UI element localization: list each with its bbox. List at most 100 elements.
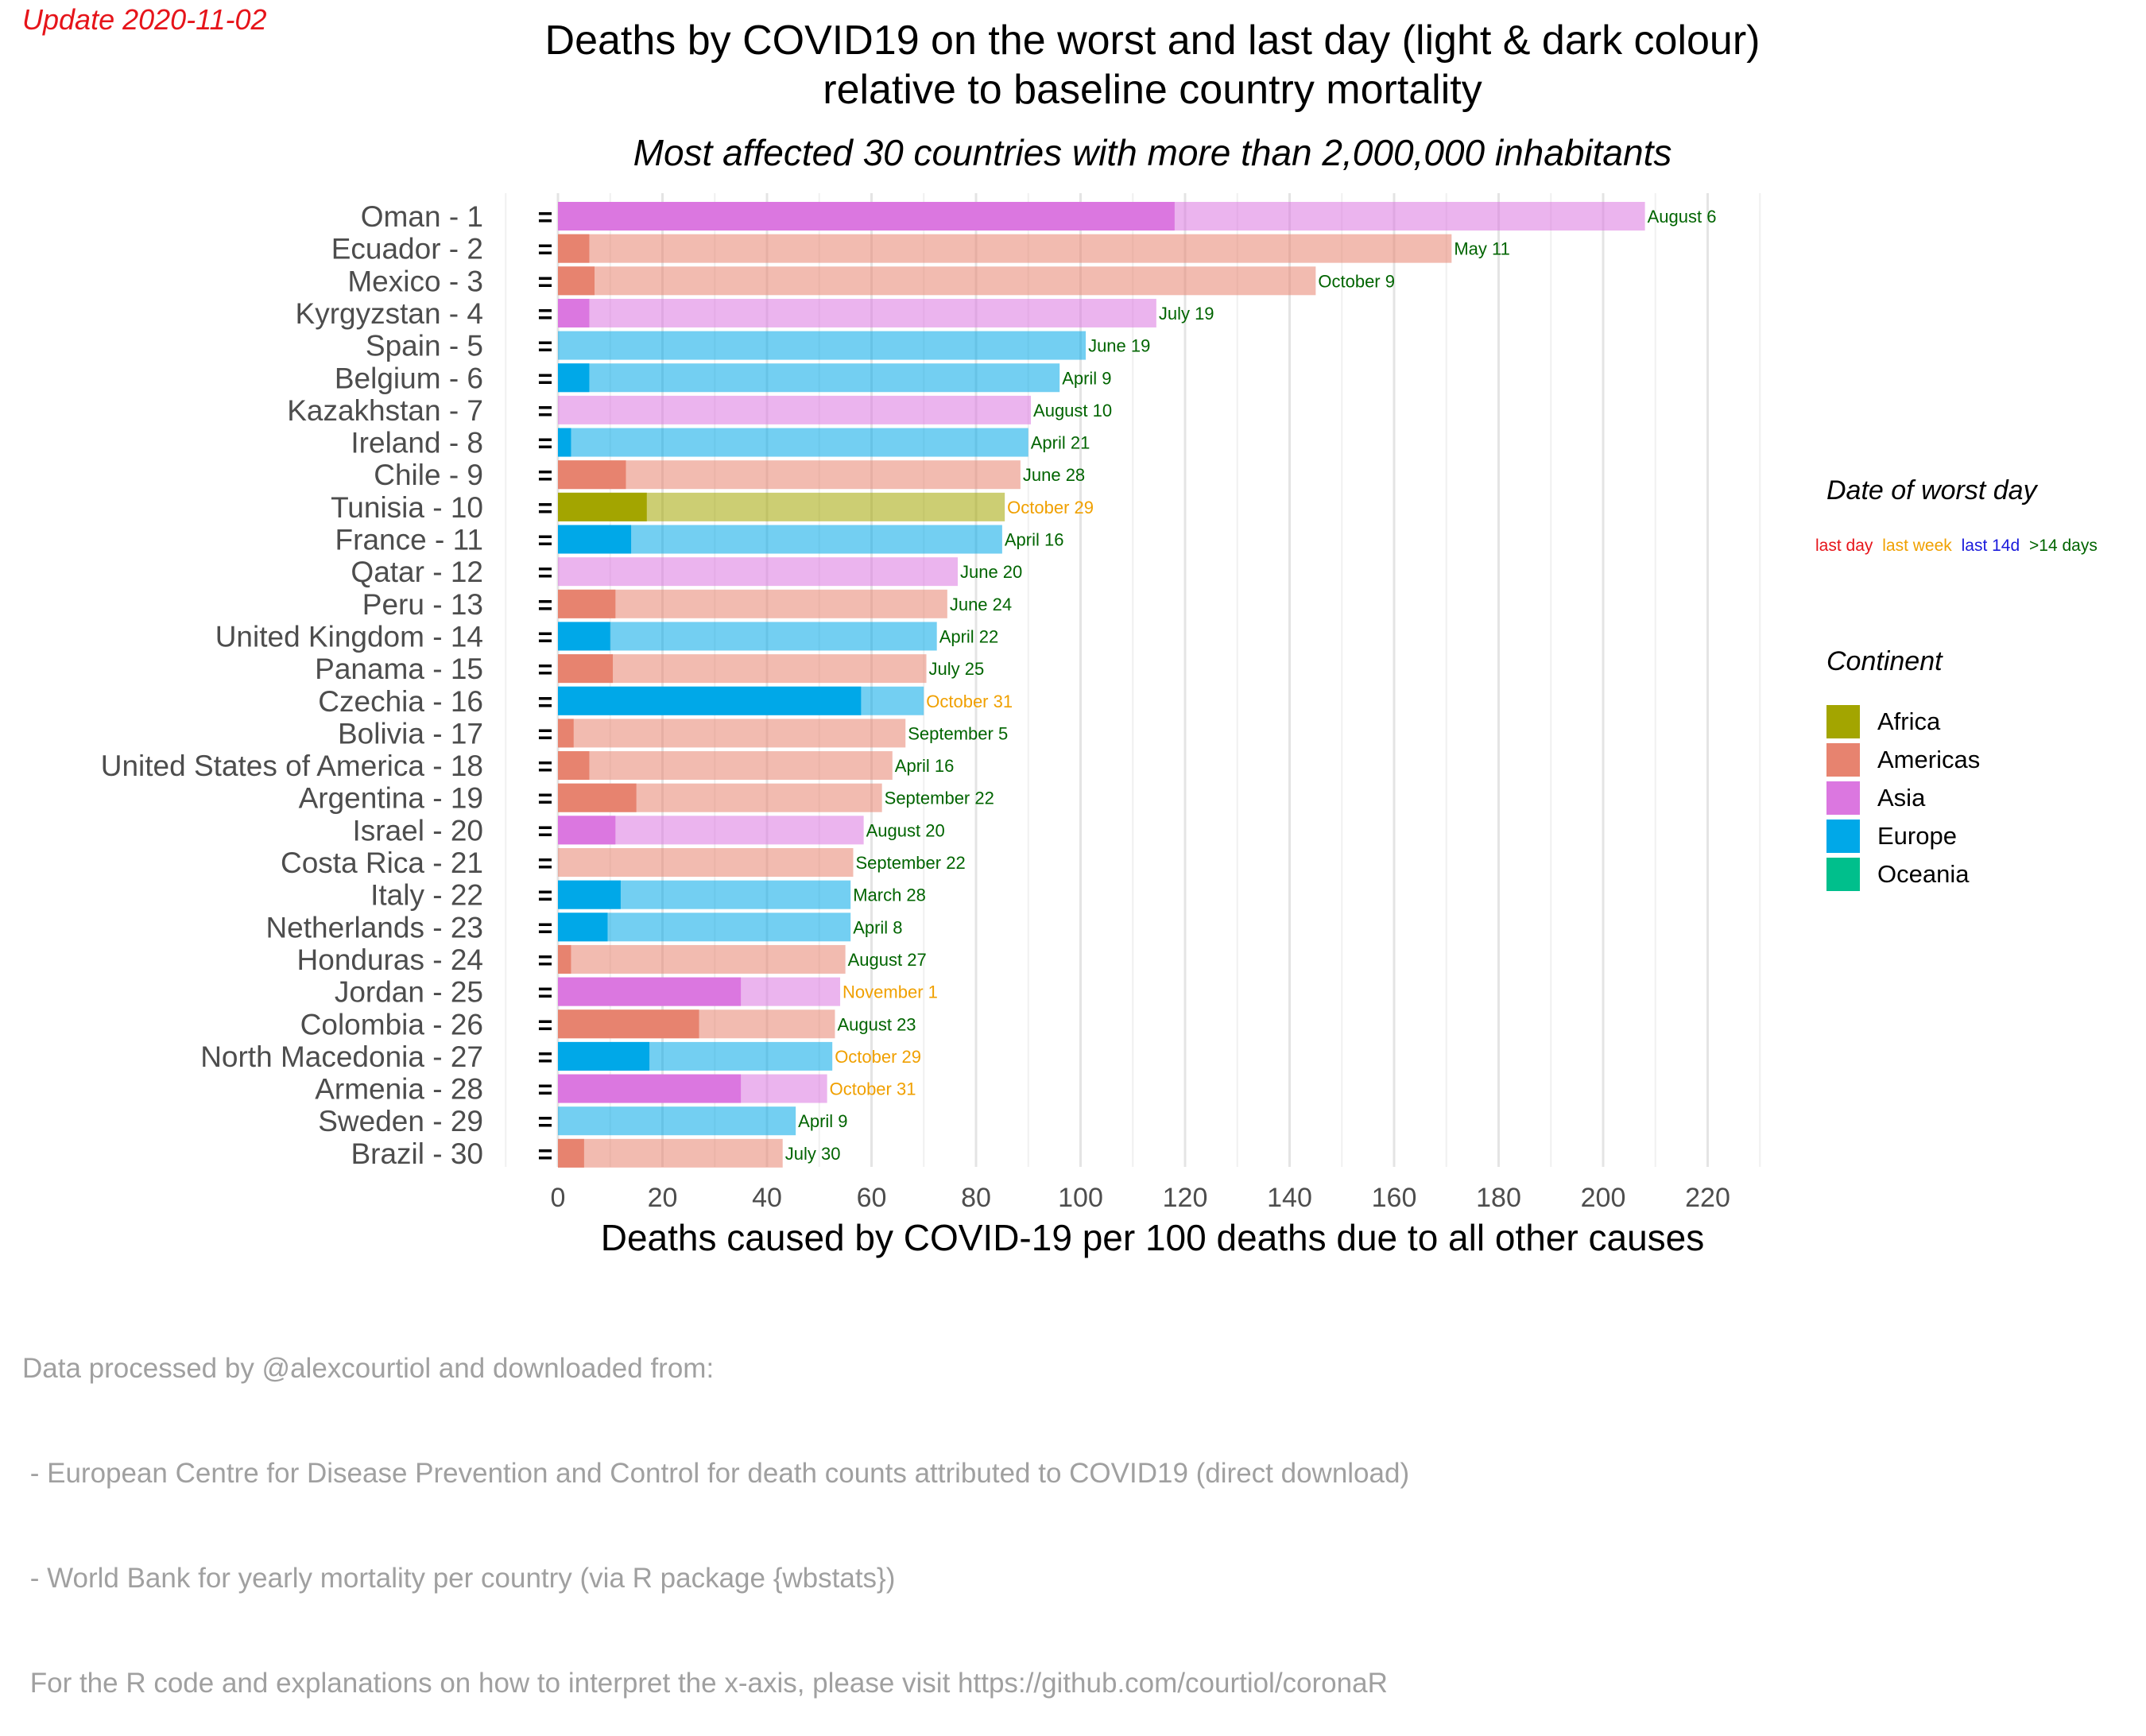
x-tick-label: 80	[961, 1183, 991, 1213]
rank-change-marker: =	[538, 300, 553, 328]
bar-worst-day	[558, 1106, 796, 1136]
legend-swatch-africa	[1826, 705, 1860, 738]
legend-worst-day-older: >14 days	[2029, 537, 2098, 555]
legend-label-oceania: Oceania	[1877, 860, 1970, 888]
y-tick-label: Colombia - 26	[300, 1008, 483, 1040]
legend-label-africa: Africa	[1877, 707, 1941, 735]
bar-worst-day	[558, 719, 906, 748]
y-tick-label: Ecuador - 2	[331, 233, 483, 265]
legend-label-asia: Asia	[1877, 784, 1926, 812]
x-tick-label: 180	[1476, 1183, 1521, 1213]
rank-change-marker: =	[538, 1075, 553, 1104]
rank-change-marker: =	[538, 655, 553, 684]
bar-worst-day	[558, 298, 1156, 327]
bar-last-day	[558, 686, 862, 715]
rank-change-marker: =	[538, 526, 553, 555]
bar-last-day	[558, 428, 571, 457]
x-tick-label: 200	[1581, 1183, 1626, 1213]
bar-date-label: August 6	[1648, 207, 1717, 227]
rank-change-marker: =	[538, 882, 553, 910]
rank-change-marker: =	[538, 1010, 553, 1039]
caption: Data processed by @alexcourtiol and down…	[22, 1281, 1409, 1736]
bar-date-label: September 5	[908, 723, 1008, 743]
legend-item-asia: Asia	[1826, 781, 1925, 815]
bar-last-day	[558, 363, 590, 393]
bar-date-label: October 9	[1318, 271, 1395, 291]
legend-item-oceania: Oceania	[1826, 858, 1969, 891]
y-tick-label: Kazakhstan - 7	[287, 394, 483, 427]
bar-date-label: April 8	[853, 917, 902, 937]
bar-date-label: April 9	[798, 1111, 847, 1131]
x-tick-label: 0	[551, 1183, 566, 1213]
legend-swatch-asia	[1826, 781, 1860, 815]
bar-last-day	[558, 1138, 584, 1168]
bar-worst-day	[558, 363, 1060, 393]
bar-last-day	[558, 202, 1175, 231]
bar-date-label: May 11	[1454, 239, 1510, 259]
bar-date-label: July 30	[785, 1144, 841, 1164]
y-tick-label: Panama - 15	[315, 653, 483, 685]
bar-date-label: April 16	[895, 756, 955, 776]
y-tick-label: Italy - 22	[370, 879, 483, 912]
bar-last-day	[558, 944, 571, 974]
legend-label-americas: Americas	[1877, 746, 1981, 773]
rank-change-marker: =	[538, 622, 553, 651]
y-tick-label: Oman - 1	[361, 200, 483, 233]
bar-last-day	[558, 492, 647, 521]
rank-change-marker: =	[538, 235, 553, 264]
bar-last-day	[558, 913, 608, 942]
y-tick-label: Qatar - 12	[351, 556, 483, 588]
y-tick-label: Armenia - 28	[315, 1073, 483, 1106]
bar-worst-day	[558, 654, 927, 684]
bar-last-day	[558, 719, 574, 748]
rank-change-marker: =	[538, 1107, 553, 1136]
bar-last-day	[558, 880, 621, 909]
rank-change-marker: =	[538, 558, 553, 587]
bar-date-label: August 20	[866, 820, 945, 840]
x-tick-label: 220	[1685, 1183, 1730, 1213]
bar-worst-day	[558, 331, 1087, 360]
y-tick-label: Netherlands - 23	[265, 911, 483, 944]
bar-last-day	[558, 589, 616, 618]
bar-worst-day	[558, 460, 1021, 490]
y-tick-label: Sweden - 29	[318, 1105, 483, 1137]
bar-worst-day	[558, 266, 1316, 296]
bar-date-label: July 19	[1159, 304, 1214, 324]
bar-worst-day	[558, 944, 846, 974]
rank-change-marker: =	[538, 785, 553, 813]
rank-change-marker: =	[538, 688, 553, 716]
legend-continent-title: Continent	[1826, 646, 1943, 676]
rank-change-marker: =	[538, 913, 553, 942]
x-tick-label: 120	[1163, 1183, 1208, 1213]
bar-date-label: September 22	[885, 789, 994, 808]
bar-last-day	[558, 1074, 742, 1103]
rank-change-marker: =	[538, 946, 553, 975]
rank-change-marker: =	[538, 752, 553, 781]
chart-title-line-2: relative to baseline country mortality	[823, 67, 1482, 113]
y-tick-label: Israel - 20	[352, 814, 483, 847]
y-tick-label: Argentina - 19	[299, 782, 483, 815]
chart-subtitle: Most affected 30 countries with more tha…	[633, 132, 1672, 173]
bar-worst-day	[558, 622, 937, 651]
x-tick-label: 60	[857, 1183, 887, 1213]
bar-date-label: July 25	[929, 659, 985, 679]
bar-last-day	[558, 1041, 650, 1071]
bar-last-day	[558, 525, 632, 554]
y-tick-label: Jordan - 25	[335, 976, 483, 1009]
bar-last-day	[558, 977, 742, 1006]
legend-worst-day-last-14d: last 14d	[1961, 537, 2020, 555]
y-tick-label: Brazil - 30	[351, 1137, 483, 1170]
bar-worst-day	[558, 525, 1002, 554]
rank-change-marker: =	[538, 849, 553, 878]
legend-worst-day-title: Date of worst day	[1826, 475, 2037, 506]
rank-change-marker: =	[538, 1043, 553, 1071]
legend-swatch-europe	[1826, 820, 1860, 853]
legend-label-europe: Europe	[1877, 822, 1957, 850]
bar-last-day	[558, 816, 616, 845]
bar-last-day	[558, 460, 626, 490]
bar-date-label: June 24	[950, 595, 1012, 614]
bar-worst-day	[558, 395, 1032, 424]
y-tick-label: Tunisia - 10	[331, 491, 483, 524]
x-tick-label: 160	[1372, 1183, 1417, 1213]
y-tick-label: Bolivia - 17	[338, 717, 483, 750]
